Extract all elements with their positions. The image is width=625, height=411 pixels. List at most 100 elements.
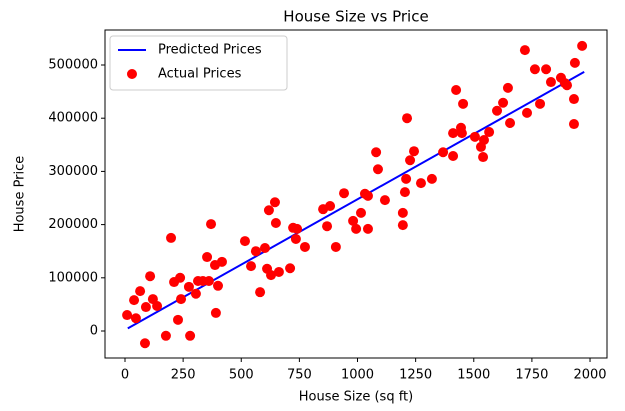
scatter-point [402,113,413,124]
x-tick-label: 0 [121,368,129,383]
scatter-point [290,233,301,244]
scatter-point [478,135,489,146]
scatter-point [152,300,163,311]
scatter-point [409,146,420,157]
scatter-point [129,295,140,306]
scatter-point [415,178,426,189]
scatter-point [285,263,296,274]
scatter-point [448,128,459,139]
scatter-point [140,302,151,313]
scatter-point [246,261,257,272]
scatter-point [239,236,250,247]
scatter-point [505,117,516,128]
scatter-point [484,127,495,138]
scatter-point [339,188,350,199]
scatter-point [330,241,341,252]
scatter-point [185,330,196,341]
scatter-point [173,314,184,325]
scatter-point [213,280,224,291]
scatter-point [399,187,410,198]
scatter-point [273,266,284,277]
scatter-point [577,40,588,51]
x-tick-label: 2000 [573,368,606,383]
scatter-point [492,105,503,116]
y-tick-label: 100000 [48,270,98,285]
scatter-point [426,173,437,184]
scatter-point [122,310,133,321]
scatter-point [160,330,171,341]
scatter-point [206,219,217,230]
scatter-point [351,223,362,234]
x-tick-label: 1750 [515,368,548,383]
x-tick-label: 1000 [341,368,374,383]
legend-label: Actual Prices [158,67,242,82]
scatter-point [266,270,277,281]
scatter-point [568,119,579,130]
scatter-point [401,173,412,184]
scatter-point [135,286,146,297]
y-axis-label: House Price [13,156,28,233]
scatter-point [325,200,336,211]
scatter-point [438,147,449,158]
scatter-point [210,307,221,318]
scatter-point [451,85,462,96]
scatter-point [458,98,469,109]
scatter-point [568,94,579,105]
scatter-point [292,223,303,234]
scatter-point [562,80,573,91]
scatter-point [176,294,187,305]
scatter-point [397,207,408,218]
scatter-point [250,246,261,257]
x-tick-label: 1250 [399,368,432,383]
scatter-point [166,232,177,243]
scatter-point [522,107,533,118]
scatter-point [569,57,580,68]
y-tick-label: 300000 [48,164,98,179]
scatter-point [448,150,459,161]
scatter-point [183,281,194,292]
scatter-point [519,45,530,56]
scatter-point [299,241,310,252]
scatter-point [263,205,274,216]
scatter-point [541,64,552,75]
scatter-point [371,147,382,158]
y-tick-label: 400000 [48,111,98,126]
scatter-point [379,195,390,206]
scatter-point [322,221,333,232]
scatter-point [202,252,213,263]
legend-label: Predicted Prices [158,43,262,58]
scatter-point [478,152,489,163]
scatter-point [269,197,280,208]
scatter-point [469,131,480,142]
scatter-point [139,338,150,349]
scatter-point [529,64,540,75]
scatter-point [397,220,408,231]
scatter-point [130,313,141,324]
scatter-point [456,128,467,139]
scatter-point [362,223,373,234]
scatter-point [203,275,214,286]
plot-frame [104,29,608,359]
scatter-point [270,218,281,229]
scatter-point [502,82,513,93]
x-tick-label: 1500 [457,368,490,383]
y-tick-label: 500000 [48,58,98,73]
y-tick-label: 0 [90,324,98,339]
y-tick-label: 200000 [48,217,98,232]
legend-box [109,35,288,91]
x-tick-label: 500 [229,368,254,383]
scatter-point [255,287,266,298]
scatter-point [175,272,186,283]
scatter-point [348,215,359,226]
chart-title: House Size vs Price [283,8,428,26]
scatter-point [498,97,509,108]
scatter-point [362,190,373,201]
scatter-point [190,288,201,299]
scatter-point [355,207,366,218]
x-axis-label: House Size (sq ft) [299,390,413,405]
scatter-point [372,164,383,175]
scatter-point [216,256,227,267]
scatter-point [145,271,156,282]
x-tick-label: 750 [287,368,312,383]
